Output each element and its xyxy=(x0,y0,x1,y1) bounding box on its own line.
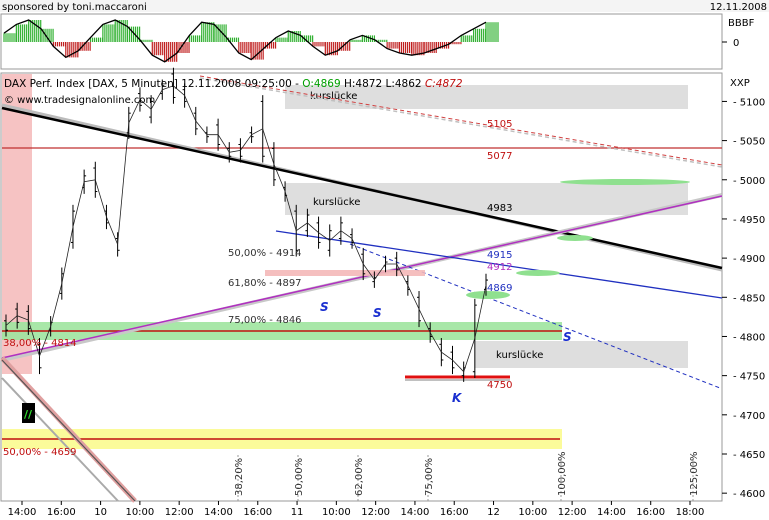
gap-label-2: kurslücke xyxy=(313,197,360,208)
sponsor-text: sponsored by toni.maccaroni xyxy=(2,2,147,13)
fib-axis-label: 100,00% xyxy=(557,452,568,497)
indicator-label-zero: 0 xyxy=(733,38,739,49)
x-tick-label: 10:00 xyxy=(518,507,547,518)
gap-box-2 xyxy=(285,183,688,215)
level-4750: 4750 xyxy=(487,380,512,391)
x-tick-label: 16:00 xyxy=(440,507,469,518)
x-tick-label: 12:00 xyxy=(165,507,194,518)
s-mark-3: S xyxy=(563,330,572,344)
x-tick-label: 10:00 xyxy=(125,507,154,518)
oscillator-bars xyxy=(3,20,499,62)
oscillator-line xyxy=(3,19,487,63)
level-5105: 5105 xyxy=(487,119,512,130)
price-bars xyxy=(4,67,488,382)
copyright: © www.tradesignalonline.com xyxy=(4,95,155,106)
level-5077: 5077 xyxy=(487,151,512,162)
axis-symbol: XXP xyxy=(730,78,750,89)
fib-618: 61,80% - 4897 xyxy=(228,278,302,289)
fib-axis-label: 62,00% xyxy=(354,458,365,496)
s-mark-2: S xyxy=(373,306,382,320)
gap-box-1 xyxy=(285,85,688,109)
y-tick-label: - 4750 xyxy=(733,372,765,383)
fib-axis-label: 38,20% xyxy=(234,458,245,496)
svg-text://: // xyxy=(24,408,33,421)
magenta-trendline xyxy=(1,195,723,359)
level-4912: 4912 xyxy=(487,262,512,273)
fib-50-upper: 50,00% - 4914 xyxy=(228,248,302,259)
x-tick-label: 18:00 xyxy=(676,507,705,518)
x-tick-label: 10:00 xyxy=(322,507,351,518)
y-tick-label: - 4700 xyxy=(733,411,765,422)
s-mark-1: S xyxy=(320,300,329,314)
k-mark: K xyxy=(452,391,463,405)
x-tick-label: 11 xyxy=(291,507,304,518)
y-tick-label: - 4600 xyxy=(733,489,765,500)
y-tick-label: - 4900 xyxy=(733,254,765,265)
x-tick-label: 12:00 xyxy=(558,507,587,518)
fib-axis-label: 75,00% xyxy=(424,458,435,496)
x-tick-label: 16:00 xyxy=(243,507,272,518)
y-tick-label: - 4950 xyxy=(733,215,765,226)
y-tick-label: - 5000 xyxy=(733,176,765,187)
y-tick-label: - 4850 xyxy=(733,293,765,304)
level-4915: 4915 xyxy=(487,250,512,261)
x-tick-label: 10 xyxy=(94,507,107,518)
gap-box-3 xyxy=(475,341,688,368)
blue-trendline xyxy=(275,230,723,299)
chart-title: DAX Perf. Index [DAX, 5 Minuten] 12.11.2… xyxy=(4,78,463,90)
y-axis: - 4600 - 4650 - 4700 - 4750 - 4800 - 4850 - 49… xyxy=(722,97,765,500)
indicator-label-top: BBBF xyxy=(728,18,755,29)
fib-50-lower: 50,00% - 4659 xyxy=(3,447,77,458)
price-line xyxy=(5,85,487,373)
gap-label-1: kurslücke xyxy=(310,91,357,102)
y-tick-label: - 5050 xyxy=(733,137,765,148)
x-tick-label: 14:00 xyxy=(401,507,430,518)
y-tick-label: - 5100 xyxy=(733,97,765,108)
gap-label-3: kurslücke xyxy=(496,350,543,361)
fib-axis-label: 125,00% xyxy=(689,452,700,497)
x-tick-label: 14:00 xyxy=(597,507,626,518)
y-tick-label: - 4800 xyxy=(733,332,765,343)
x-axis: 14:00 16:00 10 10:00 12:00 14:00 16:00 11 10:00 1… xyxy=(8,501,705,518)
x-tick-label: 16:00 xyxy=(636,507,665,518)
header-date: 12.11.2008 xyxy=(710,2,767,13)
x-tick-label: 12:00 xyxy=(361,507,390,518)
x-tick-label: 16:00 xyxy=(47,507,76,518)
x-tick-label: 12 xyxy=(487,507,500,518)
fib-75: 75,00% - 4846 xyxy=(228,315,302,326)
fib-axis-label: 50,00% xyxy=(294,458,305,496)
level-4869: 4869 xyxy=(487,283,512,294)
fib-axis-labels: 38,20% 50,00% 62,00% 75,00% 100,00% 125,00% xyxy=(234,452,700,501)
y-tick-label: - 4650 xyxy=(733,450,765,461)
level-4983: 4983 xyxy=(487,203,512,214)
fib-38: 38,00% - 4814 xyxy=(3,338,77,349)
signal-badge xyxy=(22,403,35,423)
x-tick-label: 14:00 xyxy=(8,507,37,518)
x-tick-label: 14:00 xyxy=(204,507,233,518)
black-trendline xyxy=(1,106,723,270)
